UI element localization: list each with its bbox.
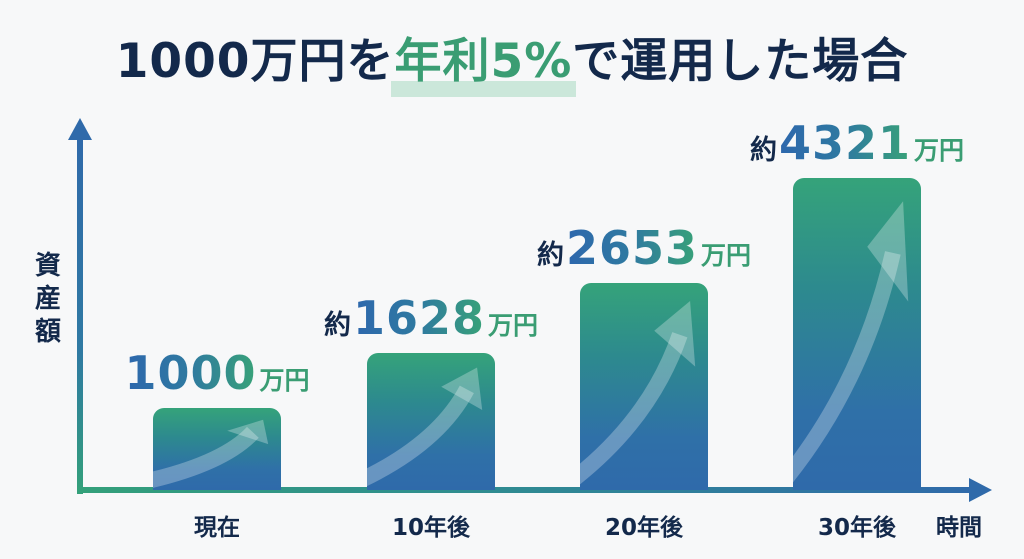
bar-unit: 万円 <box>701 241 752 270</box>
x-tick-label: 30年後 <box>817 515 896 541</box>
bar-value: 2653 <box>565 221 699 275</box>
title-suffix: で運用した場合 <box>572 34 909 89</box>
x-tick-label: 現在 <box>194 515 240 541</box>
x-axis <box>77 478 992 502</box>
y-axis-label: 資産額 <box>34 251 61 347</box>
bar <box>580 283 708 490</box>
bar <box>153 408 281 490</box>
bar <box>793 178 921 490</box>
x-axis-label: 時間 <box>936 515 982 541</box>
growth-arrow-icon <box>580 300 696 485</box>
bar-value: 1000 <box>124 346 257 400</box>
approx-prefix: 約 <box>323 310 351 341</box>
growth-arrow-icon <box>793 201 909 483</box>
y-axis-arrow-icon <box>68 118 92 140</box>
bar-value-label: 約 2653 万円 <box>537 221 751 275</box>
approx-prefix: 約 <box>749 135 777 166</box>
x-tick-label: 20年後 <box>604 515 683 541</box>
y-axis <box>68 118 92 494</box>
bar-value: 1628 <box>352 291 486 345</box>
bar-value-label: 1000 万円 <box>124 346 309 400</box>
bar-value-label: 約 1628 万円 <box>324 291 538 345</box>
bar-unit: 万円 <box>488 311 539 340</box>
approx-prefix: 約 <box>536 240 564 271</box>
bar-unit: 万円 <box>914 136 965 165</box>
bar-value: 4321 <box>778 116 912 170</box>
growth-arrow-icon <box>153 419 269 488</box>
x-tick-label: 10年後 <box>391 515 470 541</box>
x-axis-arrow-icon <box>969 478 992 502</box>
title-prefix: 1000万円を <box>115 34 395 89</box>
bar-value-label: 約 4321 万円 <box>750 116 964 170</box>
growth-arrow-icon <box>367 367 483 487</box>
bar-unit: 万円 <box>259 366 310 395</box>
bar <box>367 353 495 490</box>
